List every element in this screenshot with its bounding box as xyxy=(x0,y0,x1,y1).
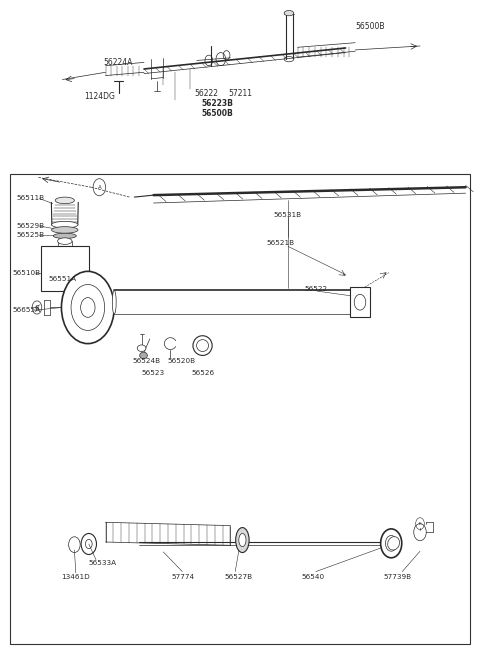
Circle shape xyxy=(354,294,366,310)
Text: 56533A: 56533A xyxy=(89,560,117,566)
Text: R: R xyxy=(35,305,39,310)
Ellipse shape xyxy=(284,11,294,16)
Text: 56222: 56222 xyxy=(194,89,218,98)
Text: 57774: 57774 xyxy=(172,574,195,580)
Text: 57739B: 57739B xyxy=(383,574,411,580)
Text: 56531B: 56531B xyxy=(274,212,302,219)
Ellipse shape xyxy=(193,336,212,355)
Ellipse shape xyxy=(239,533,246,547)
Text: 56551A: 56551A xyxy=(49,275,77,282)
Text: 56655A: 56655A xyxy=(12,307,40,313)
Text: 56523: 56523 xyxy=(142,369,165,376)
Text: 56521B: 56521B xyxy=(266,240,295,246)
Text: A: A xyxy=(97,185,101,190)
Text: 56529B: 56529B xyxy=(17,223,45,229)
Text: 57211: 57211 xyxy=(228,89,252,98)
Ellipse shape xyxy=(388,537,399,550)
Text: 56522: 56522 xyxy=(305,286,328,292)
Text: 56540: 56540 xyxy=(301,574,324,580)
Text: 56524B: 56524B xyxy=(132,358,161,365)
Text: 56500B: 56500B xyxy=(202,109,233,118)
Ellipse shape xyxy=(52,227,78,233)
Text: 56223B: 56223B xyxy=(202,99,233,108)
Circle shape xyxy=(61,271,114,344)
Ellipse shape xyxy=(137,345,146,351)
Ellipse shape xyxy=(58,238,72,244)
Text: 56525B: 56525B xyxy=(17,232,45,238)
Bar xyxy=(10,174,470,644)
Text: 56527B: 56527B xyxy=(225,574,253,580)
Text: 56511B: 56511B xyxy=(17,195,45,202)
Text: E: E xyxy=(419,522,421,526)
Ellipse shape xyxy=(236,528,249,553)
Ellipse shape xyxy=(52,221,78,228)
Ellipse shape xyxy=(53,233,76,238)
Circle shape xyxy=(381,529,402,558)
Ellipse shape xyxy=(197,340,208,351)
Text: 56520B: 56520B xyxy=(167,358,195,365)
Text: 13461D: 13461D xyxy=(61,574,90,580)
Text: 56526: 56526 xyxy=(191,369,214,376)
Text: 56224A: 56224A xyxy=(103,58,132,67)
Text: 56510B: 56510B xyxy=(12,269,40,276)
Text: 56500B: 56500B xyxy=(355,22,384,31)
Ellipse shape xyxy=(55,197,74,204)
Ellipse shape xyxy=(140,352,147,359)
Bar xyxy=(350,287,370,317)
Bar xyxy=(41,246,89,291)
Text: 1124DG: 1124DG xyxy=(84,92,115,101)
Ellipse shape xyxy=(112,290,116,314)
